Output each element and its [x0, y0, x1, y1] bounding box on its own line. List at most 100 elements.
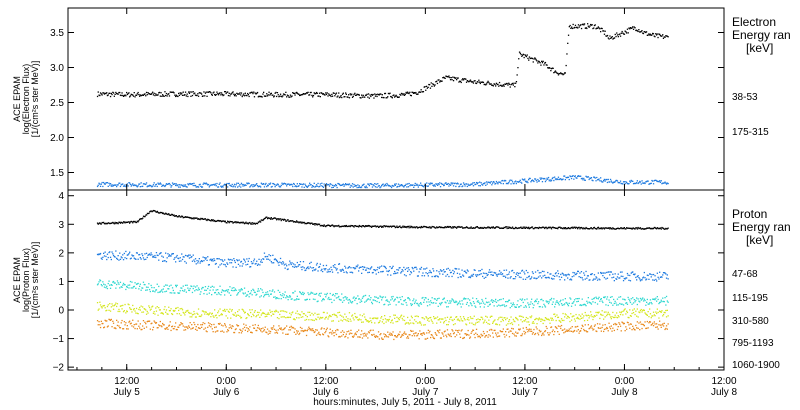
- data-point: [598, 296, 600, 298]
- data-point: [488, 323, 491, 325]
- data-point: [121, 286, 123, 288]
- series-175-315: [96, 175, 669, 189]
- data-point: [188, 289, 190, 291]
- data-point: [174, 183, 176, 185]
- data-point: [281, 96, 283, 98]
- data-point: [254, 92, 256, 94]
- data-point: [640, 228, 642, 230]
- data-point: [448, 225, 450, 228]
- data-point: [151, 306, 153, 308]
- data-point: [350, 301, 352, 303]
- data-point: [547, 67, 549, 69]
- data-point: [220, 313, 223, 315]
- data-point: [498, 181, 501, 183]
- data-point: [377, 297, 380, 299]
- data-point: [116, 92, 118, 95]
- data-point: [283, 328, 285, 330]
- data-point: [312, 223, 315, 225]
- data-point: [442, 226, 444, 229]
- data-point: [636, 308, 638, 310]
- data-point: [565, 64, 567, 67]
- data-point: [289, 220, 291, 222]
- data-point: [204, 92, 207, 94]
- data-point: [114, 304, 116, 306]
- data-point: [131, 184, 133, 186]
- data-point: [196, 217, 198, 219]
- data-point: [240, 260, 243, 263]
- data-point: [502, 227, 504, 229]
- data-point: [417, 227, 419, 229]
- data-point: [300, 330, 302, 332]
- data-point: [515, 273, 517, 275]
- data-point: [408, 182, 410, 185]
- data-point: [345, 298, 347, 300]
- data-point: [582, 317, 584, 319]
- data-point: [338, 226, 341, 228]
- data-point: [109, 92, 111, 94]
- data-point: [305, 299, 307, 301]
- data-point: [161, 255, 163, 257]
- data-point: [308, 319, 310, 321]
- data-point: [637, 182, 639, 185]
- data-point: [309, 262, 311, 265]
- data-point: [362, 94, 364, 96]
- data-point: [349, 186, 351, 188]
- data-point: [296, 183, 298, 185]
- data-point: [433, 85, 435, 87]
- data-point: [623, 277, 625, 280]
- data-point: [195, 94, 197, 97]
- data-point: [407, 297, 409, 299]
- data-point: [269, 332, 271, 334]
- data-point: [540, 299, 542, 301]
- data-point: [184, 185, 186, 187]
- data-point: [212, 92, 214, 94]
- data-point: [545, 179, 547, 181]
- data-point: [394, 183, 396, 185]
- data-point: [504, 179, 506, 182]
- data-point: [487, 273, 489, 276]
- data-point: [421, 275, 423, 277]
- data-point: [649, 302, 651, 304]
- data-point: [216, 220, 218, 222]
- data-point: [309, 91, 311, 94]
- data-point: [276, 259, 278, 262]
- data-point: [535, 278, 537, 280]
- data-point: [362, 321, 364, 323]
- data-point: [316, 92, 318, 94]
- data-point: [261, 96, 263, 98]
- data-point: [374, 335, 376, 337]
- data-point: [168, 183, 170, 185]
- data-point: [197, 260, 200, 262]
- data-point: [265, 95, 267, 97]
- data-point: [536, 181, 538, 183]
- data-point: [296, 261, 298, 264]
- data-point: [534, 226, 537, 229]
- data-point: [611, 181, 613, 183]
- data-point: [148, 306, 151, 309]
- data-point: [507, 183, 509, 185]
- data-point: [173, 292, 175, 294]
- data-point: [362, 225, 364, 227]
- data-point: [171, 91, 174, 93]
- data-point: [634, 182, 636, 185]
- data-point: [177, 216, 179, 218]
- data-point: [368, 332, 370, 334]
- data-point: [109, 183, 112, 185]
- data-point: [257, 263, 259, 265]
- data-point: [220, 221, 223, 223]
- data-point: [160, 312, 162, 314]
- data-point: [502, 84, 504, 86]
- data-point: [204, 218, 207, 220]
- data-point: [267, 94, 269, 96]
- data-point: [422, 91, 425, 93]
- data-point: [430, 319, 432, 321]
- data-point: [664, 228, 666, 230]
- data-point: [389, 185, 391, 187]
- data-point: [510, 276, 512, 278]
- data-point: [345, 225, 347, 228]
- data-point: [492, 322, 494, 324]
- data-point: [397, 297, 399, 299]
- data-point: [609, 35, 611, 37]
- data-point: [529, 227, 531, 229]
- data-point: [236, 314, 238, 316]
